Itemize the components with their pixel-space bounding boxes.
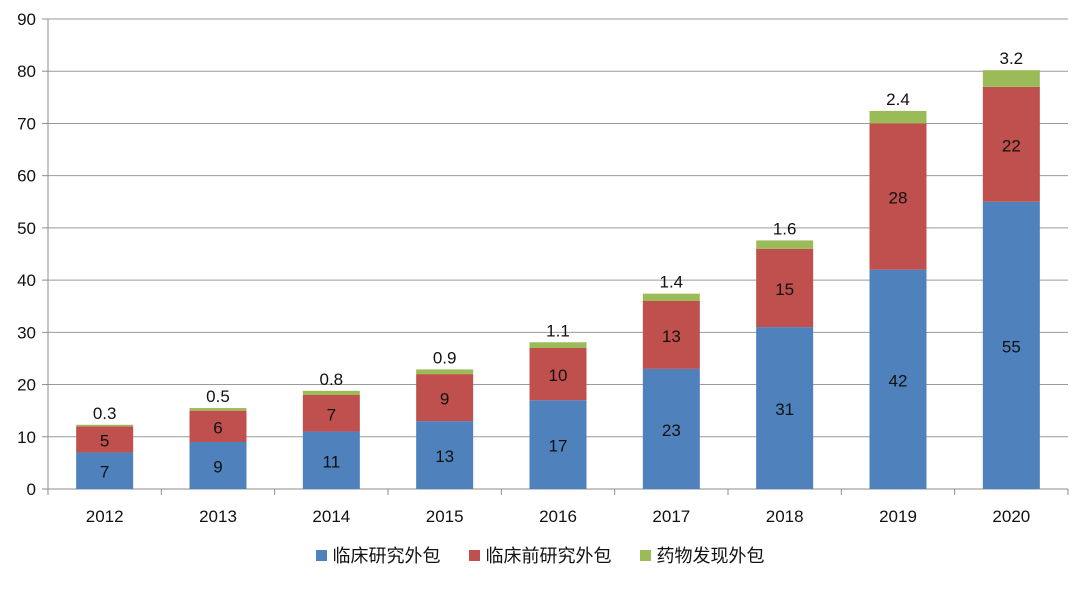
legend-swatch-preclinical bbox=[468, 549, 480, 561]
bar-discovery-2019 bbox=[869, 110, 927, 124]
data-label-clinical-2017: 23 bbox=[662, 421, 681, 440]
legend-label-preclinical: 临床前研究外包 bbox=[485, 546, 612, 567]
data-label-discovery-2014: 0.8 bbox=[320, 370, 344, 389]
x-tick-label: 2018 bbox=[766, 507, 804, 526]
legend-swatch-discovery bbox=[639, 549, 651, 561]
bar-preclinical-2013 bbox=[189, 410, 247, 442]
y-axis-ticks: 0 10 20 30 40 50 60 70 80 90 bbox=[17, 10, 36, 499]
bar-preclinical-2020 bbox=[982, 86, 1040, 202]
y-tick-label: 50 bbox=[17, 219, 36, 238]
data-label-preclinical-2012: 5 bbox=[100, 431, 109, 450]
bar-clinical-2013 bbox=[189, 442, 247, 489]
x-tick-label: 2012 bbox=[86, 507, 124, 526]
bar-preclinical-2016 bbox=[529, 348, 587, 401]
x-tick-label: 2020 bbox=[992, 507, 1030, 526]
y-tick-label: 30 bbox=[17, 323, 36, 342]
x-axis-ticks: 2012 2013 2014 2015 2016 2017 2018 2019 2020 bbox=[86, 507, 1030, 526]
bar-discovery-2017 bbox=[642, 293, 700, 301]
bar-clinical-2012 bbox=[76, 452, 134, 489]
bars bbox=[76, 70, 1040, 489]
bar-clinical-2020 bbox=[982, 201, 1040, 489]
bar-preclinical-2018 bbox=[756, 248, 814, 328]
data-label-discovery-2015: 0.9 bbox=[433, 348, 457, 367]
bar-clinical-2016 bbox=[529, 400, 587, 489]
bar-discovery-2012 bbox=[76, 424, 134, 427]
x-tick-label: 2013 bbox=[199, 507, 237, 526]
bar-preclinical-2019 bbox=[869, 123, 927, 270]
bar-discovery-2016 bbox=[529, 342, 587, 348]
data-label-clinical-2016: 17 bbox=[549, 437, 568, 456]
data-label-discovery-2016: 1.1 bbox=[546, 321, 570, 340]
data-label-preclinical-2016: 10 bbox=[549, 366, 568, 385]
legend-item-preclinical: 临床前研究外包 bbox=[468, 542, 612, 568]
data-labels: 7 5 0.3 9 6 0.5 11 7 0.8 13 9 0.9 17 10 1.1 23 13 1.4 31 15… bbox=[93, 49, 1023, 482]
data-label-clinical-2014: 11 bbox=[323, 452, 341, 471]
y-tick-label: 80 bbox=[17, 62, 36, 81]
legend-swatch-clinical bbox=[315, 549, 327, 561]
data-label-discovery-2019: 2.4 bbox=[886, 90, 910, 109]
bar-preclinical-2014 bbox=[302, 395, 360, 432]
y-tick-label: 0 bbox=[27, 480, 36, 499]
bar-clinical-2019 bbox=[869, 269, 927, 489]
data-label-preclinical-2014: 7 bbox=[327, 405, 336, 424]
bar-discovery-2018 bbox=[756, 240, 814, 249]
legend-label-discovery: 药物发现外包 bbox=[656, 546, 765, 567]
legend: 临床研究外包 临床前研究外包 药物发现外包 bbox=[0, 540, 1080, 570]
data-label-preclinical-2017: 13 bbox=[662, 327, 681, 346]
legend-item-clinical: 临床研究外包 bbox=[315, 542, 441, 568]
legend-label-clinical: 临床研究外包 bbox=[332, 546, 441, 567]
data-label-discovery-2020: 3.2 bbox=[1000, 49, 1024, 68]
x-tick-label: 2016 bbox=[539, 507, 577, 526]
x-tick-label: 2015 bbox=[426, 507, 464, 526]
bar-discovery-2015 bbox=[416, 369, 474, 375]
data-label-preclinical-2013: 6 bbox=[213, 418, 222, 437]
bar-clinical-2014 bbox=[302, 431, 360, 489]
data-label-preclinical-2018: 15 bbox=[775, 280, 794, 299]
y-tick-label: 60 bbox=[17, 167, 36, 186]
y-tick-label: 40 bbox=[17, 271, 36, 290]
x-tick-label: 2019 bbox=[879, 507, 917, 526]
bar-clinical-2015 bbox=[416, 421, 474, 489]
bar-discovery-2020 bbox=[982, 70, 1040, 87]
data-label-preclinical-2020: 22 bbox=[1002, 136, 1021, 155]
data-label-discovery-2018: 1.6 bbox=[773, 219, 797, 238]
y-tick-label: 70 bbox=[17, 114, 36, 133]
bar-preclinical-2017 bbox=[642, 301, 700, 369]
data-label-clinical-2012: 7 bbox=[100, 463, 109, 482]
bar-discovery-2013 bbox=[189, 408, 247, 411]
bar-preclinical-2012 bbox=[76, 426, 134, 453]
x-tick-label: 2017 bbox=[652, 507, 690, 526]
data-label-preclinical-2019: 28 bbox=[889, 189, 908, 208]
data-label-clinical-2020: 55 bbox=[1002, 337, 1021, 356]
y-tick-label: 10 bbox=[17, 428, 36, 447]
y-tick-label: 90 bbox=[17, 10, 36, 29]
bar-clinical-2018 bbox=[756, 327, 814, 489]
data-label-clinical-2015: 13 bbox=[435, 447, 454, 466]
legend-item-discovery: 药物发现外包 bbox=[639, 542, 765, 568]
data-label-discovery-2012: 0.3 bbox=[93, 404, 117, 423]
data-label-discovery-2013: 0.5 bbox=[206, 387, 230, 406]
data-label-clinical-2013: 9 bbox=[213, 458, 222, 477]
bar-discovery-2014 bbox=[302, 390, 360, 395]
data-label-clinical-2018: 31 bbox=[775, 400, 794, 419]
data-label-discovery-2017: 1.4 bbox=[660, 273, 684, 292]
data-label-clinical-2019: 42 bbox=[889, 371, 908, 390]
data-label-preclinical-2015: 9 bbox=[440, 390, 449, 409]
bar-clinical-2017 bbox=[642, 368, 700, 489]
x-tick-label: 2014 bbox=[312, 507, 350, 526]
bar-preclinical-2015 bbox=[416, 374, 474, 422]
y-tick-label: 20 bbox=[17, 376, 36, 395]
